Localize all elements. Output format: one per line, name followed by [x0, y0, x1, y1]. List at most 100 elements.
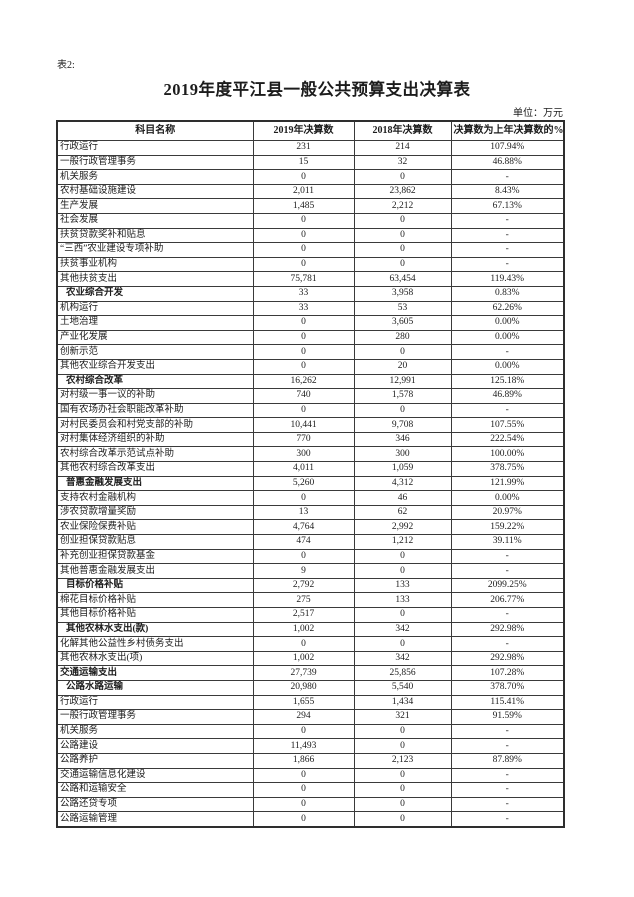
table-row: 公路还贷专项 0 0-: [56, 796, 565, 813]
percent-cell: -: [450, 723, 565, 740]
percent-cell: 100.00%: [450, 446, 565, 463]
value-2019-cell: 11,493: [252, 738, 355, 754]
percent-cell: -: [450, 169, 565, 185]
value-2019-cell: 770: [252, 431, 355, 448]
value-2018-cell: 3,605: [353, 315, 452, 331]
value-2019-cell: 0: [252, 212, 355, 229]
subject-name-cell: 普惠金融发展支出: [56, 475, 254, 492]
subject-name-cell: 棉花目标价格补贴: [56, 592, 254, 608]
percent-cell: -: [450, 782, 565, 798]
value-2018-cell: 0: [353, 227, 452, 244]
subject-name-cell: 农村基础设施建设: [56, 183, 254, 200]
percent-cell: -: [450, 402, 565, 419]
column-header-percent: 决算数为上年决算数的%: [450, 120, 565, 141]
budget-table: 科目名称 2019年决算数 2018年决算数 决算数为上年决算数的% 行政运行 2…: [56, 120, 565, 828]
table-row: 其他农林水支出(项) 1,002 342 292.98%: [56, 650, 565, 667]
percent-cell: 2099.25%: [450, 577, 565, 594]
value-2018-cell: 342: [353, 650, 452, 667]
value-2018-cell: 300: [353, 446, 452, 463]
value-2019-cell: 0: [252, 358, 355, 375]
table-row: 其他农村综合改革支出 4,011 1,059 378.75%: [56, 461, 565, 477]
percent-cell: 67.13%: [450, 198, 565, 214]
table-row: 补充创业担保贷款基金 0 0-: [56, 548, 565, 565]
table-row: 其他扶贫支出 75,781 63,454 119.43%: [56, 271, 565, 287]
value-2018-cell: 5,540: [353, 679, 452, 696]
table-row: 化解其他公益性乡村债务支出 0 0-: [56, 636, 565, 652]
subject-name-cell: “三西”农业建设专项补助: [56, 242, 254, 258]
table-row: 一般行政管理事务 15 32 46.88%: [56, 154, 565, 171]
value-2019-cell: 0: [252, 636, 355, 652]
value-2019-cell: 1,002: [252, 650, 355, 667]
subject-name-cell: 一般行政管理事务: [56, 154, 254, 171]
table-body: 行政运行 231 214 107.94% 一般行政管理事务 15 32 46.88% 机关服务 0…: [56, 140, 565, 828]
table-row: 目标价格补贴 2,792 133 2099.25%: [56, 577, 565, 594]
table-row: 普惠金融发展支出 5,260 4,312 121.99%: [56, 475, 565, 492]
subject-name-cell: 公路和运输安全: [56, 782, 254, 798]
table-row: 农村基础设施建设 2,011 23,862 8.43%: [56, 183, 565, 200]
subject-name-cell: 农村综合改革: [56, 373, 254, 390]
value-2019-cell: 294: [252, 709, 355, 725]
value-2019-cell: 0: [252, 490, 355, 506]
table-row: 机关服务 0 0-: [56, 169, 565, 185]
value-2019-cell: 15: [252, 154, 355, 171]
value-2019-cell: 27,739: [252, 665, 355, 681]
percent-cell: -: [450, 548, 565, 565]
table-row: 国有农场办社会职能改革补助 0 0-: [56, 402, 565, 419]
percent-cell: 0.83%: [450, 285, 565, 302]
percent-cell: 119.43%: [450, 271, 565, 287]
table-row: 农业保险保费补贴 4,764 2,992 159.22%: [56, 519, 565, 536]
value-2018-cell: 0: [353, 796, 452, 813]
value-2018-cell: 25,856: [353, 665, 452, 681]
percent-cell: 378.70%: [450, 679, 565, 696]
table-row: 棉花目标价格补贴 275 133 206.77%: [56, 592, 565, 608]
table-row: 交通运输信息化建设 0 0-: [56, 767, 565, 784]
value-2018-cell: 2,992: [353, 519, 452, 536]
percent-cell: 0.00%: [450, 329, 565, 346]
value-2019-cell: 0: [252, 402, 355, 419]
subject-name-cell: 目标价格补贴: [56, 577, 254, 594]
value-2018-cell: 133: [353, 577, 452, 594]
subject-name-cell: 机关服务: [56, 723, 254, 740]
subject-name-cell: 其他农林水支出(项): [56, 650, 254, 667]
percent-cell: 20.97%: [450, 504, 565, 521]
percent-cell: 206.77%: [450, 592, 565, 608]
table-label: 表2:: [57, 60, 75, 71]
value-2019-cell: 2,517: [252, 607, 355, 623]
subject-name-cell: 其他农村综合改革支出: [56, 461, 254, 477]
table-row: 公路和运输安全 0 0-: [56, 782, 565, 798]
table-row: 公路运输管理 0 0-: [56, 811, 565, 828]
subject-name-cell: 扶贫事业机构: [56, 256, 254, 273]
table-row: 农业综合开发 33 3,958 0.83%: [56, 285, 565, 302]
table-row: 产业化发展 0 280 0.00%: [56, 329, 565, 346]
value-2018-cell: 3,958: [353, 285, 452, 302]
subject-name-cell: 土地治理: [56, 315, 254, 331]
percent-cell: -: [450, 636, 565, 652]
value-2018-cell: 0: [353, 811, 452, 828]
value-2018-cell: 1,434: [353, 694, 452, 711]
value-2019-cell: 0: [252, 723, 355, 740]
table-row: 涉农贷款增量奖励 13 62 20.97%: [56, 504, 565, 521]
subject-name-cell: 支持农村金融机构: [56, 490, 254, 506]
value-2019-cell: 2,011: [252, 183, 355, 200]
value-2019-cell: 0: [252, 329, 355, 346]
column-header-2019: 2019年决算数: [252, 120, 355, 141]
value-2018-cell: 1,059: [353, 461, 452, 477]
value-2018-cell: 63,454: [353, 271, 452, 287]
value-2019-cell: 9: [252, 563, 355, 579]
value-2019-cell: 33: [252, 285, 355, 302]
value-2019-cell: 0: [252, 796, 355, 813]
percent-cell: 125.18%: [450, 373, 565, 390]
value-2019-cell: 75,781: [252, 271, 355, 287]
value-2018-cell: 0: [353, 607, 452, 623]
subject-name-cell: 补充创业担保贷款基金: [56, 548, 254, 565]
subject-name-cell: 公路运输管理: [56, 811, 254, 828]
value-2019-cell: 0: [252, 344, 355, 360]
value-2018-cell: 0: [353, 212, 452, 229]
value-2019-cell: 0: [252, 548, 355, 565]
value-2018-cell: 62: [353, 504, 452, 521]
value-2018-cell: 0: [353, 636, 452, 652]
value-2019-cell: 5,260: [252, 475, 355, 492]
percent-cell: 378.75%: [450, 461, 565, 477]
value-2018-cell: 2,123: [353, 752, 452, 769]
value-2019-cell: 474: [252, 534, 355, 550]
